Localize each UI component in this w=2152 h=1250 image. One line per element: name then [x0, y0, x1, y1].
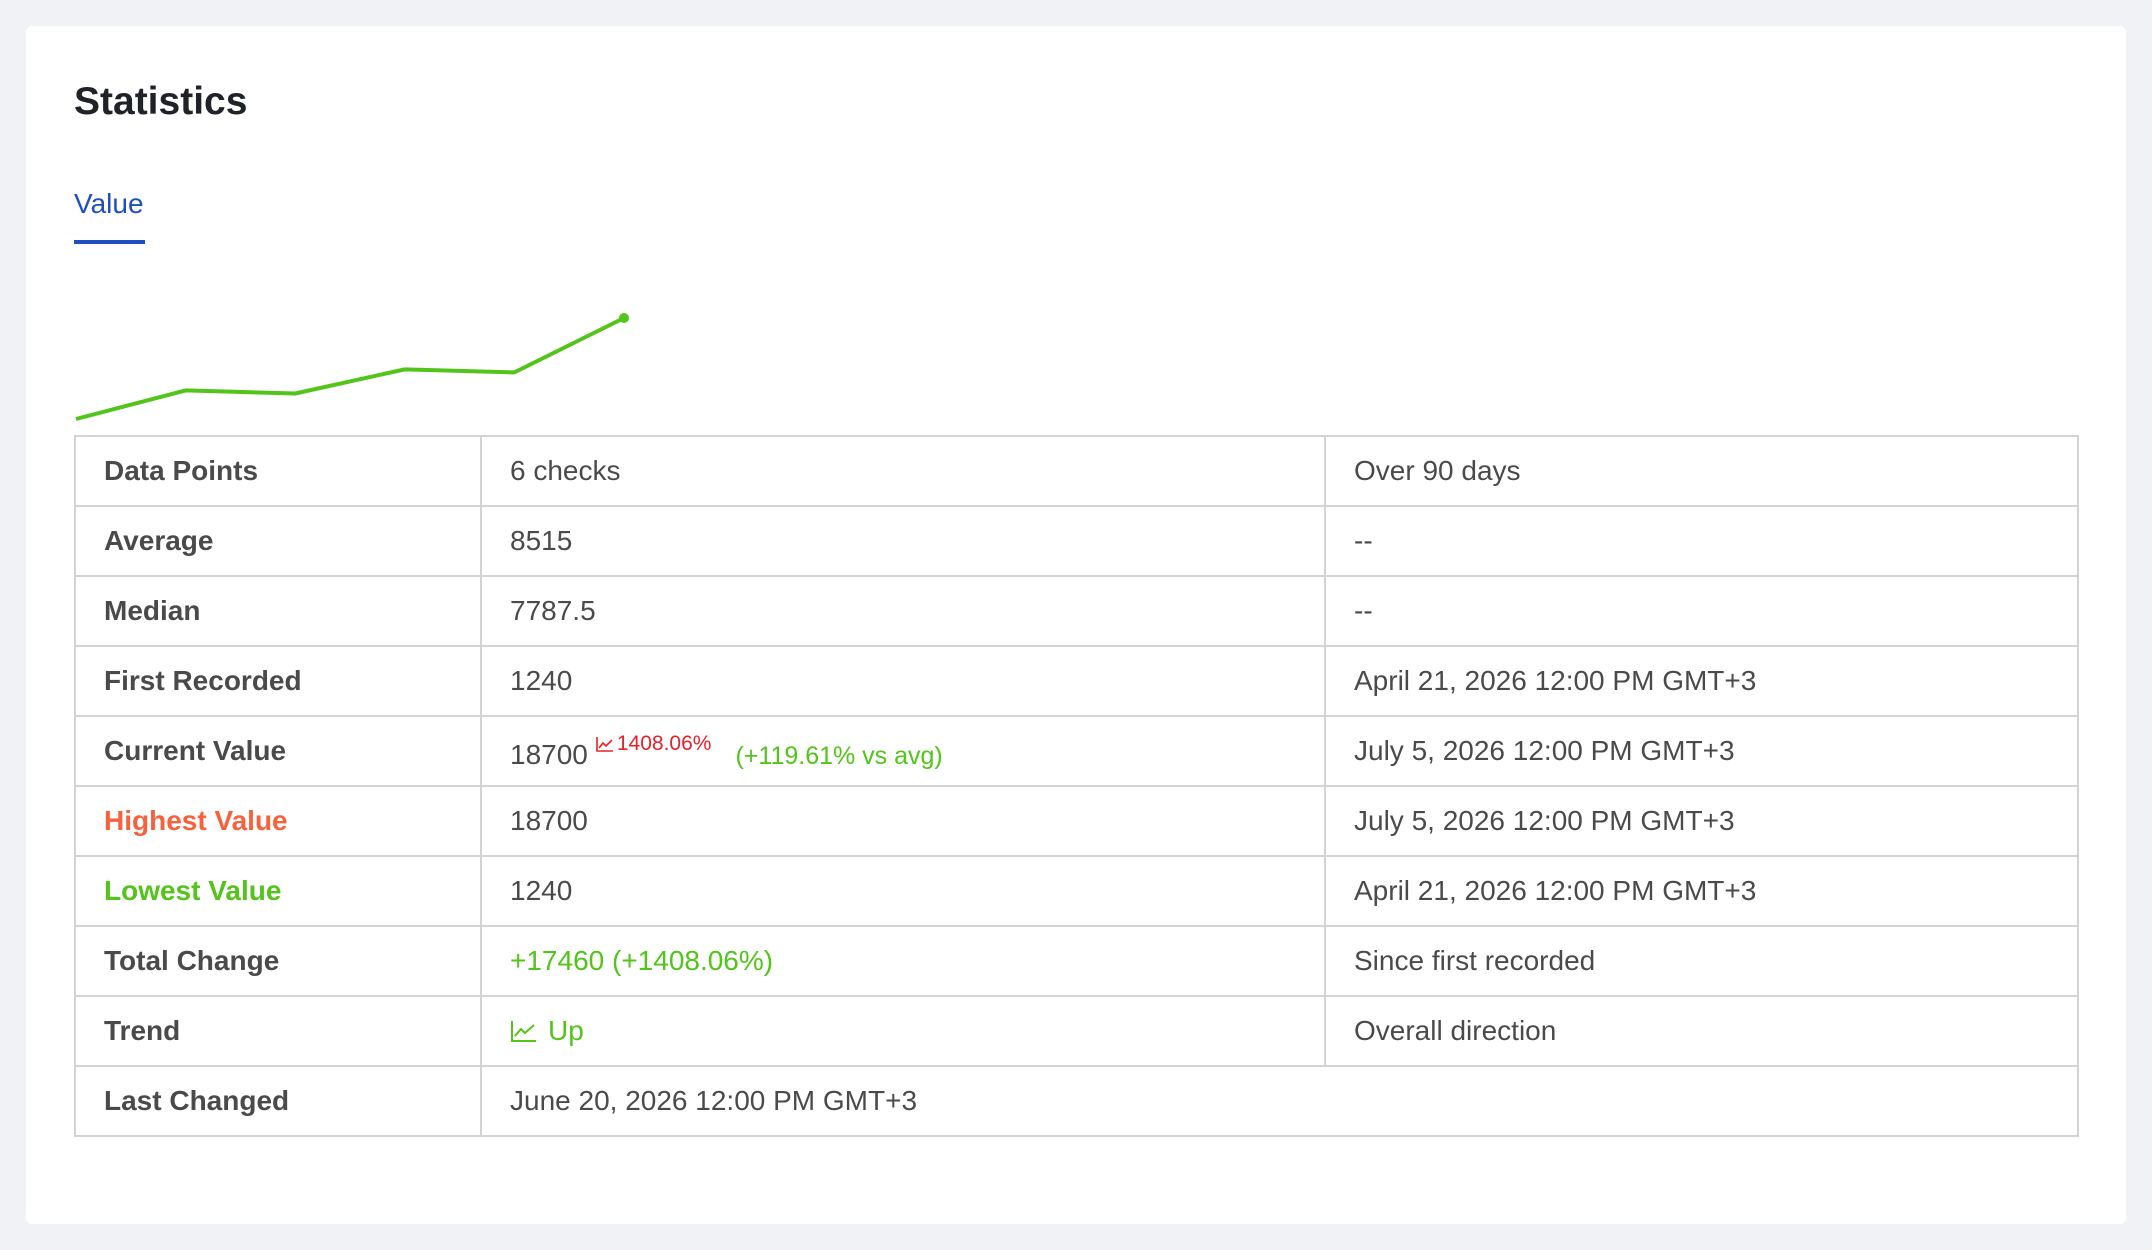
- trend-up-icon: [511, 1021, 536, 1042]
- row-note: Overall direction: [1324, 995, 2079, 1067]
- table-row: Data Points 6 checks Over 90 days: [74, 435, 2079, 507]
- vs-average: (+119.61% vs avg): [735, 741, 943, 770]
- change-percent: 1408.06%: [616, 731, 712, 755]
- row-value: June 20, 2026 12:00 PM GMT+3: [480, 1065, 2079, 1137]
- row-label: Trend: [74, 995, 482, 1067]
- table-row: Last Changed June 20, 2026 12:00 PM GMT+…: [74, 1065, 2079, 1137]
- row-label: Current Value: [74, 715, 482, 787]
- row-label: First Recorded: [74, 645, 482, 717]
- statistics-card: Statistics Value Data Points 6 checks Ov…: [26, 26, 2126, 1224]
- trend-up-icon: [596, 736, 613, 752]
- row-note: Over 90 days: [1324, 435, 2079, 507]
- row-value: 18700: [480, 785, 1326, 857]
- row-value: 1240: [480, 855, 1326, 927]
- row-label: Total Change: [74, 925, 482, 997]
- table-row: First Recorded 1240 April 21, 2026 12:00…: [74, 645, 2079, 717]
- row-label: Average: [74, 505, 482, 577]
- row-value: 6 checks: [480, 435, 1326, 507]
- last-point-marker: [619, 313, 629, 323]
- row-value-cell: 18700 1408.06% (+119.61% vs avg): [480, 715, 1326, 787]
- table-row: Current Value 18700 1408.06% (+119.61% vs …: [74, 715, 2079, 787]
- value-sparkline: [75, 313, 629, 421]
- row-value: 7787.5: [480, 575, 1326, 647]
- table-row: Highest Value 18700 July 5, 2026 12:00 P…: [74, 785, 2079, 857]
- tab-label: Value: [74, 188, 144, 219]
- tab-active-indicator: [74, 240, 145, 244]
- row-note: --: [1324, 505, 2079, 577]
- table-row: Lowest Value 1240 April 21, 2026 12:00 P…: [74, 855, 2079, 927]
- change-badge: 1408.06%: [596, 731, 712, 756]
- row-value: 1240: [480, 645, 1326, 717]
- trend-direction: Up: [548, 1015, 584, 1046]
- row-value-cell: Up: [480, 995, 1326, 1067]
- row-note: --: [1324, 575, 2079, 647]
- statistics-table: Data Points 6 checks Over 90 days Averag…: [74, 435, 2079, 1137]
- card-title: Statistics: [74, 80, 248, 123]
- tab-value[interactable]: Value: [74, 188, 145, 244]
- row-value: 8515: [480, 505, 1326, 577]
- row-label: Median: [74, 575, 482, 647]
- row-note: April 21, 2026 12:00 PM GMT+3: [1324, 855, 2079, 927]
- row-label: Last Changed: [74, 1065, 482, 1137]
- series-line: [75, 316, 625, 421]
- row-note: Since first recorded: [1324, 925, 2079, 997]
- row-value: +17460 (+1408.06%): [480, 925, 1326, 997]
- current-value: 18700: [510, 738, 588, 770]
- table-row: Total Change +17460 (+1408.06%) Since fi…: [74, 925, 2079, 997]
- table-row: Trend Up Overall direction: [74, 995, 2079, 1067]
- row-note: July 5, 2026 12:00 PM GMT+3: [1324, 715, 2079, 787]
- row-note: July 5, 2026 12:00 PM GMT+3: [1324, 785, 2079, 857]
- row-label: Lowest Value: [74, 855, 482, 927]
- table-row: Median 7787.5 --: [74, 575, 2079, 647]
- row-note: April 21, 2026 12:00 PM GMT+3: [1324, 645, 2079, 717]
- row-label: Highest Value: [74, 785, 482, 857]
- row-label: Data Points: [74, 435, 482, 507]
- table-row: Average 8515 --: [74, 505, 2079, 577]
